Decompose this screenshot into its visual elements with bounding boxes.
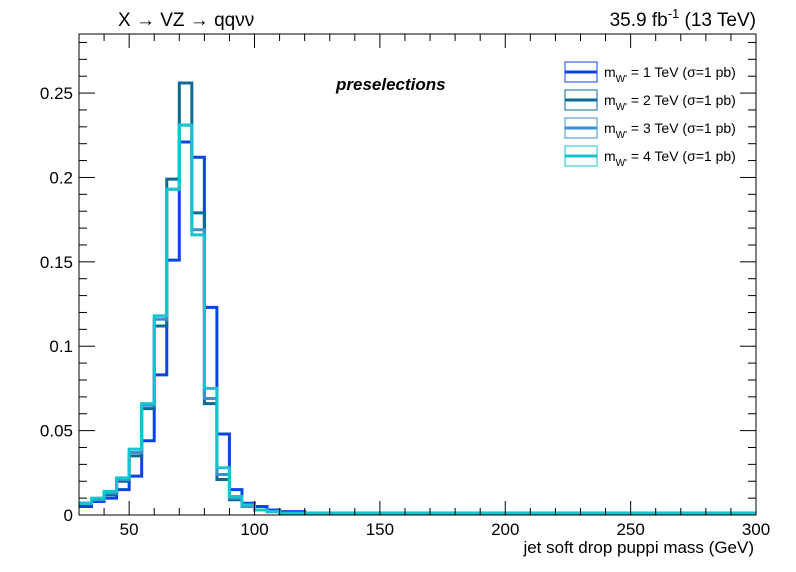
x-tick-label: 300	[742, 520, 770, 539]
legend-mass-subscript: W'	[616, 102, 627, 113]
y-tick-label: 0	[64, 506, 73, 525]
chart-title-right: 35.9 fb-1 (13 TeV)	[610, 6, 756, 31]
x-tick-label: 250	[616, 520, 644, 539]
x-tick-label: 100	[240, 520, 268, 539]
legend-mass-symbol: m	[604, 64, 616, 80]
legend-mass-value: = 2 TeV (σ=1 pb)	[627, 92, 736, 108]
energy-label: (13 TeV)	[679, 10, 756, 31]
x-tick-label: 150	[366, 520, 394, 539]
legend-mass-value: = 1 TeV (σ=1 pb)	[627, 64, 736, 80]
legend-mass-value: = 4 TeV (σ=1 pb)	[627, 148, 736, 164]
legend-mass-symbol: m	[604, 92, 616, 108]
y-tick-label: 0.05	[40, 422, 73, 441]
x-tick-label: 200	[491, 520, 519, 539]
y-tick-label: 0.25	[40, 84, 73, 103]
luminosity-exponent: -1	[668, 6, 680, 21]
x-axis-title: jet soft drop puppi mass (GeV)	[522, 538, 754, 557]
x-tick-label: 50	[120, 520, 139, 539]
legend-mass-value: = 3 TeV (σ=1 pb)	[627, 120, 736, 136]
luminosity-value: 35.9 fb	[610, 10, 668, 31]
y-tick-label: 0.15	[40, 253, 73, 272]
y-tick-label: 0.2	[49, 168, 73, 187]
preselections-label: preselections	[335, 75, 446, 94]
y-tick-label: 0.1	[49, 337, 73, 356]
legend-mass-subscript: W'	[616, 130, 627, 141]
chart-title-left: X → VZ → qqνν	[118, 10, 254, 31]
legend-mass-subscript: W'	[616, 158, 627, 169]
legend-mass-subscript: W'	[616, 74, 627, 85]
legend-mass-symbol: m	[604, 120, 616, 136]
legend-mass-symbol: m	[604, 148, 616, 164]
